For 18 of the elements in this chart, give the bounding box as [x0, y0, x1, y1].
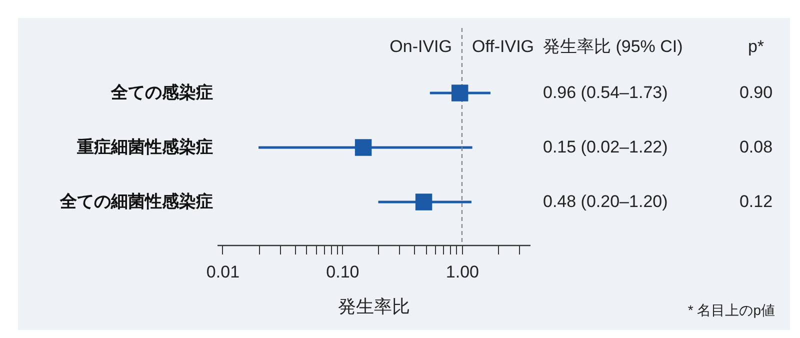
text: 発生率比 (95% CI) — [543, 37, 683, 56]
text: * 名目上のp値 — [688, 302, 775, 318]
data-label: 0.96 (0.54–1.73) — [543, 83, 668, 102]
x-tick-label: 0.01 — [206, 262, 240, 282]
y-tick-label: 重症細菌性感染症 — [76, 138, 213, 156]
text: 0.90 — [739, 83, 773, 102]
text: p* — [748, 37, 764, 56]
annotation: Off-IVIG — [472, 37, 534, 56]
text: 0.08 — [739, 138, 773, 156]
x-tick-label: 0.10 — [326, 262, 360, 282]
text: 0.12 — [739, 192, 773, 211]
y-tick-label: 全ての細菌性感染症 — [59, 192, 213, 211]
data-label: 0.15 (0.02–1.22) — [543, 138, 668, 156]
annotation: On-IVIG — [390, 37, 452, 56]
x-tick-label: 1.00 — [446, 262, 480, 282]
data-label: 0.48 (0.20–1.20) — [543, 192, 668, 211]
y-tick-label: 全ての感染症 — [110, 83, 213, 102]
x-axis-title: 発生率比 — [338, 296, 410, 316]
